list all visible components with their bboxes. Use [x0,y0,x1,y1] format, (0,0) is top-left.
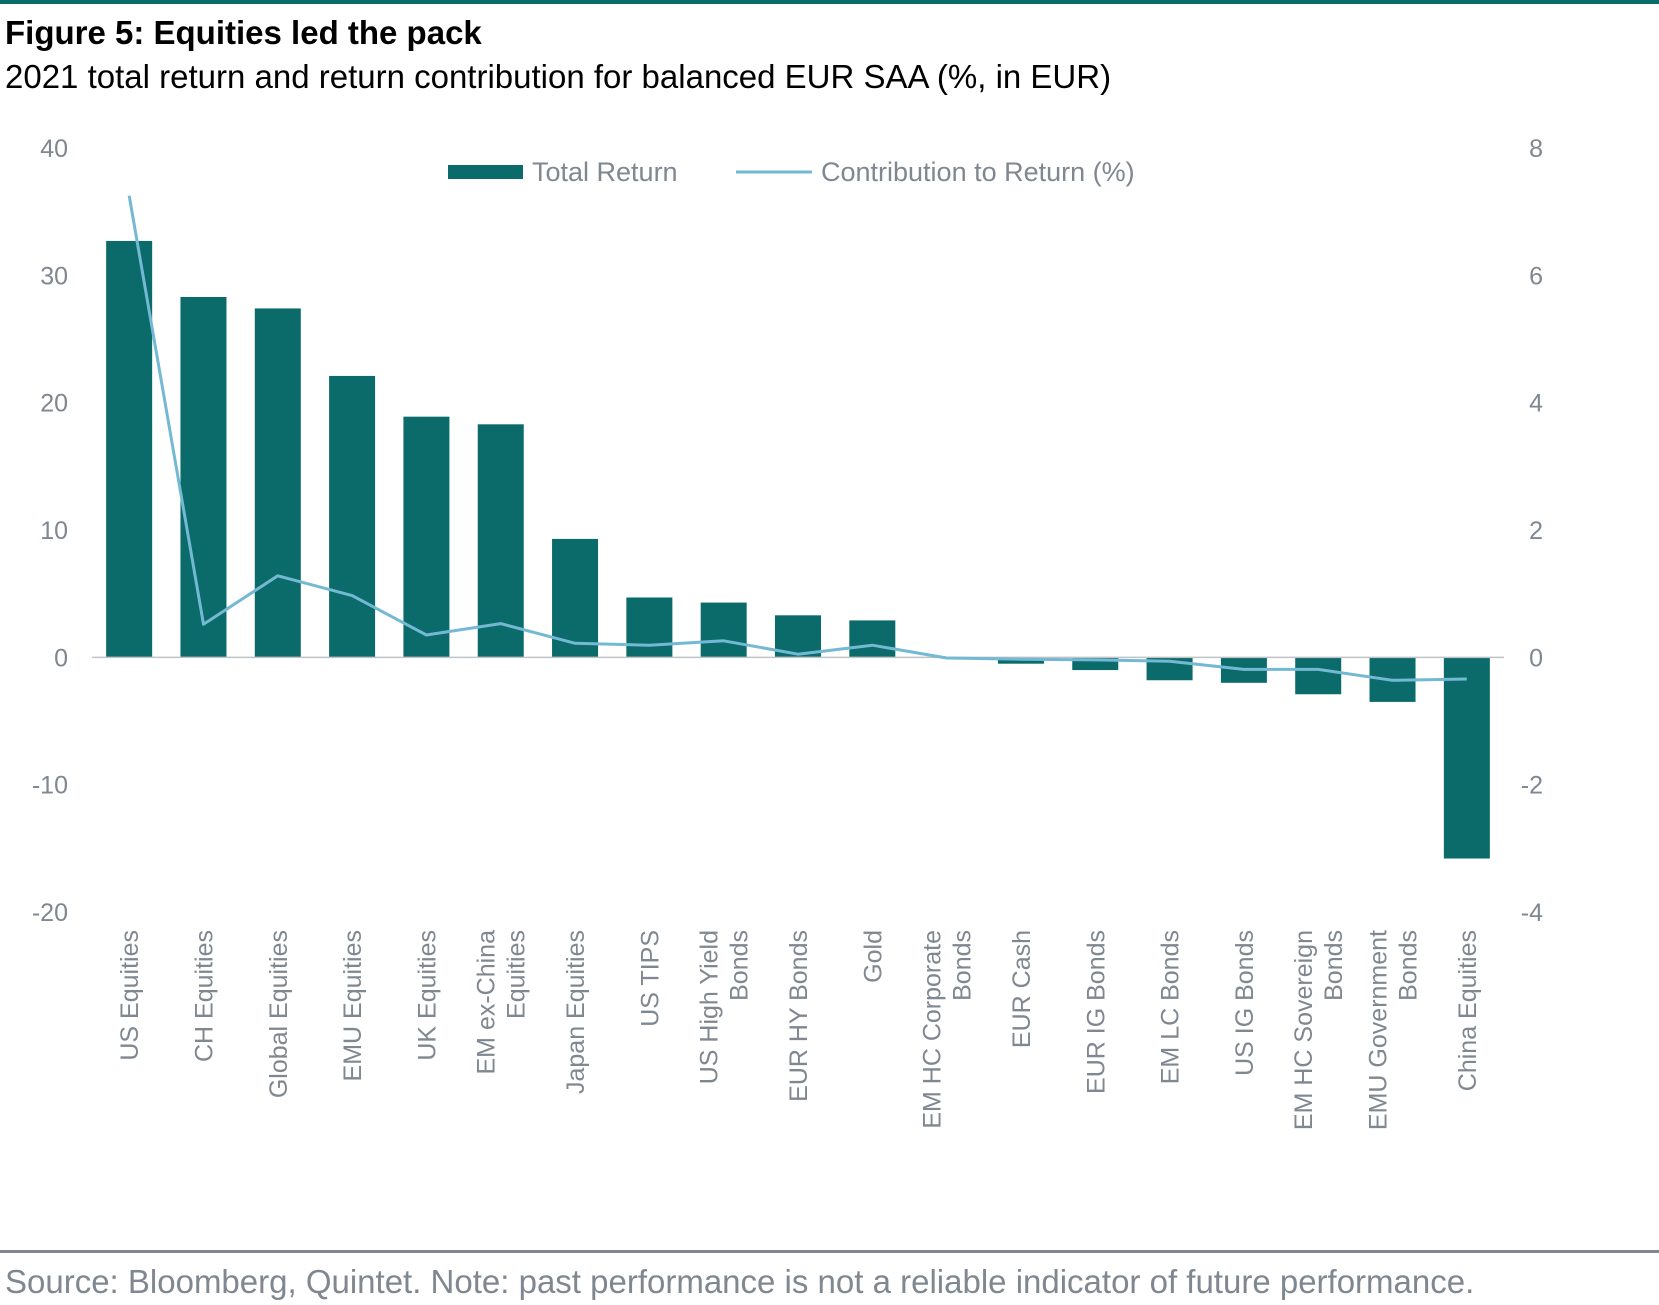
left-tick-label: 0 [54,644,68,672]
left-tick-label: -10 [32,772,68,800]
bar-total-return [1443,657,1490,859]
bar-total-return [700,602,747,658]
category-label: EM LC Bonds [1157,930,1185,1084]
bar-total-return [1295,657,1342,695]
bar-total-return [626,597,673,658]
category-label: US High Yield [696,930,724,1084]
bar-total-return [254,308,301,658]
category-label: Bonds [1320,930,1348,1001]
left-tick-label: 20 [40,390,68,418]
right-tick-label: 8 [1529,135,1543,163]
category-label: EMU Government [1365,930,1393,1130]
category-label: EMU Equities [339,930,367,1081]
right-tick-label: 2 [1529,517,1543,545]
right-tick-label: -4 [1521,899,1543,927]
category-label: Bonds [726,930,754,1001]
top-rule [0,0,1659,4]
category-label: US IG Bonds [1231,930,1259,1076]
category-label: Equities [503,930,531,1019]
category-label: Gold [859,930,887,983]
bar-total-return [329,375,376,658]
category-label: Global Equities [265,930,293,1098]
category-label: UK Equities [413,930,441,1061]
category-label: EUR Cash [1008,930,1036,1048]
contribution-line [127,195,1467,682]
category-label: EUR HY Bonds [785,930,813,1102]
chart-subtitle: 2021 total return and return contributio… [5,58,1112,95]
left-tick-label: -20 [32,899,68,927]
category-label: US Equities [116,930,144,1061]
left-tick-label: 30 [40,262,68,290]
right-tick-label: 0 [1529,644,1543,672]
bar-total-return [403,416,450,658]
source-note: Source: Bloomberg, Quintet. Note: past p… [5,1263,1475,1300]
bar-total-return [180,296,227,658]
bar-total-return [552,538,599,658]
bottom-rule [0,1250,1659,1253]
chart-title: Figure 5: Equities led the pack [5,14,482,51]
category-label: EUR IG Bonds [1082,930,1110,1094]
legend-swatch-total-return [448,165,523,179]
category-label: EM HC Sovereign [1290,930,1318,1130]
legend-label-total-return: Total Return [532,157,678,187]
left-axis-ticks: -20 -10 0 10 20 30 40 [32,135,68,927]
category-label: China Equities [1454,930,1482,1091]
category-labels: US Equities CH Equities Global Equities EMU… [116,930,1482,1130]
category-label: CH Equities [191,930,219,1062]
bar-total-return [477,424,524,658]
right-axis-ticks: -4 -2 0 2 4 6 8 [1521,135,1543,927]
category-label: US TIPS [636,930,664,1027]
category-label: Bonds [1395,930,1423,1001]
right-tick-label: 4 [1529,390,1543,418]
category-label: EM ex-China [473,930,501,1075]
bar-total-return [849,620,896,658]
left-tick-label: 40 [40,135,68,163]
category-label: Bonds [949,930,977,1001]
right-tick-label: 6 [1529,262,1543,290]
category-label: Japan Equities [562,930,590,1094]
left-tick-label: 10 [40,517,68,545]
legend-label-contribution: Contribution to Return (%) [821,157,1135,187]
right-tick-label: -2 [1521,772,1543,800]
legend: Total Return Contribution to Return (%) [448,157,1135,187]
bar-total-return [106,240,153,658]
category-label: EM HC Corporate [919,930,947,1129]
total-return-bars [106,240,1490,859]
